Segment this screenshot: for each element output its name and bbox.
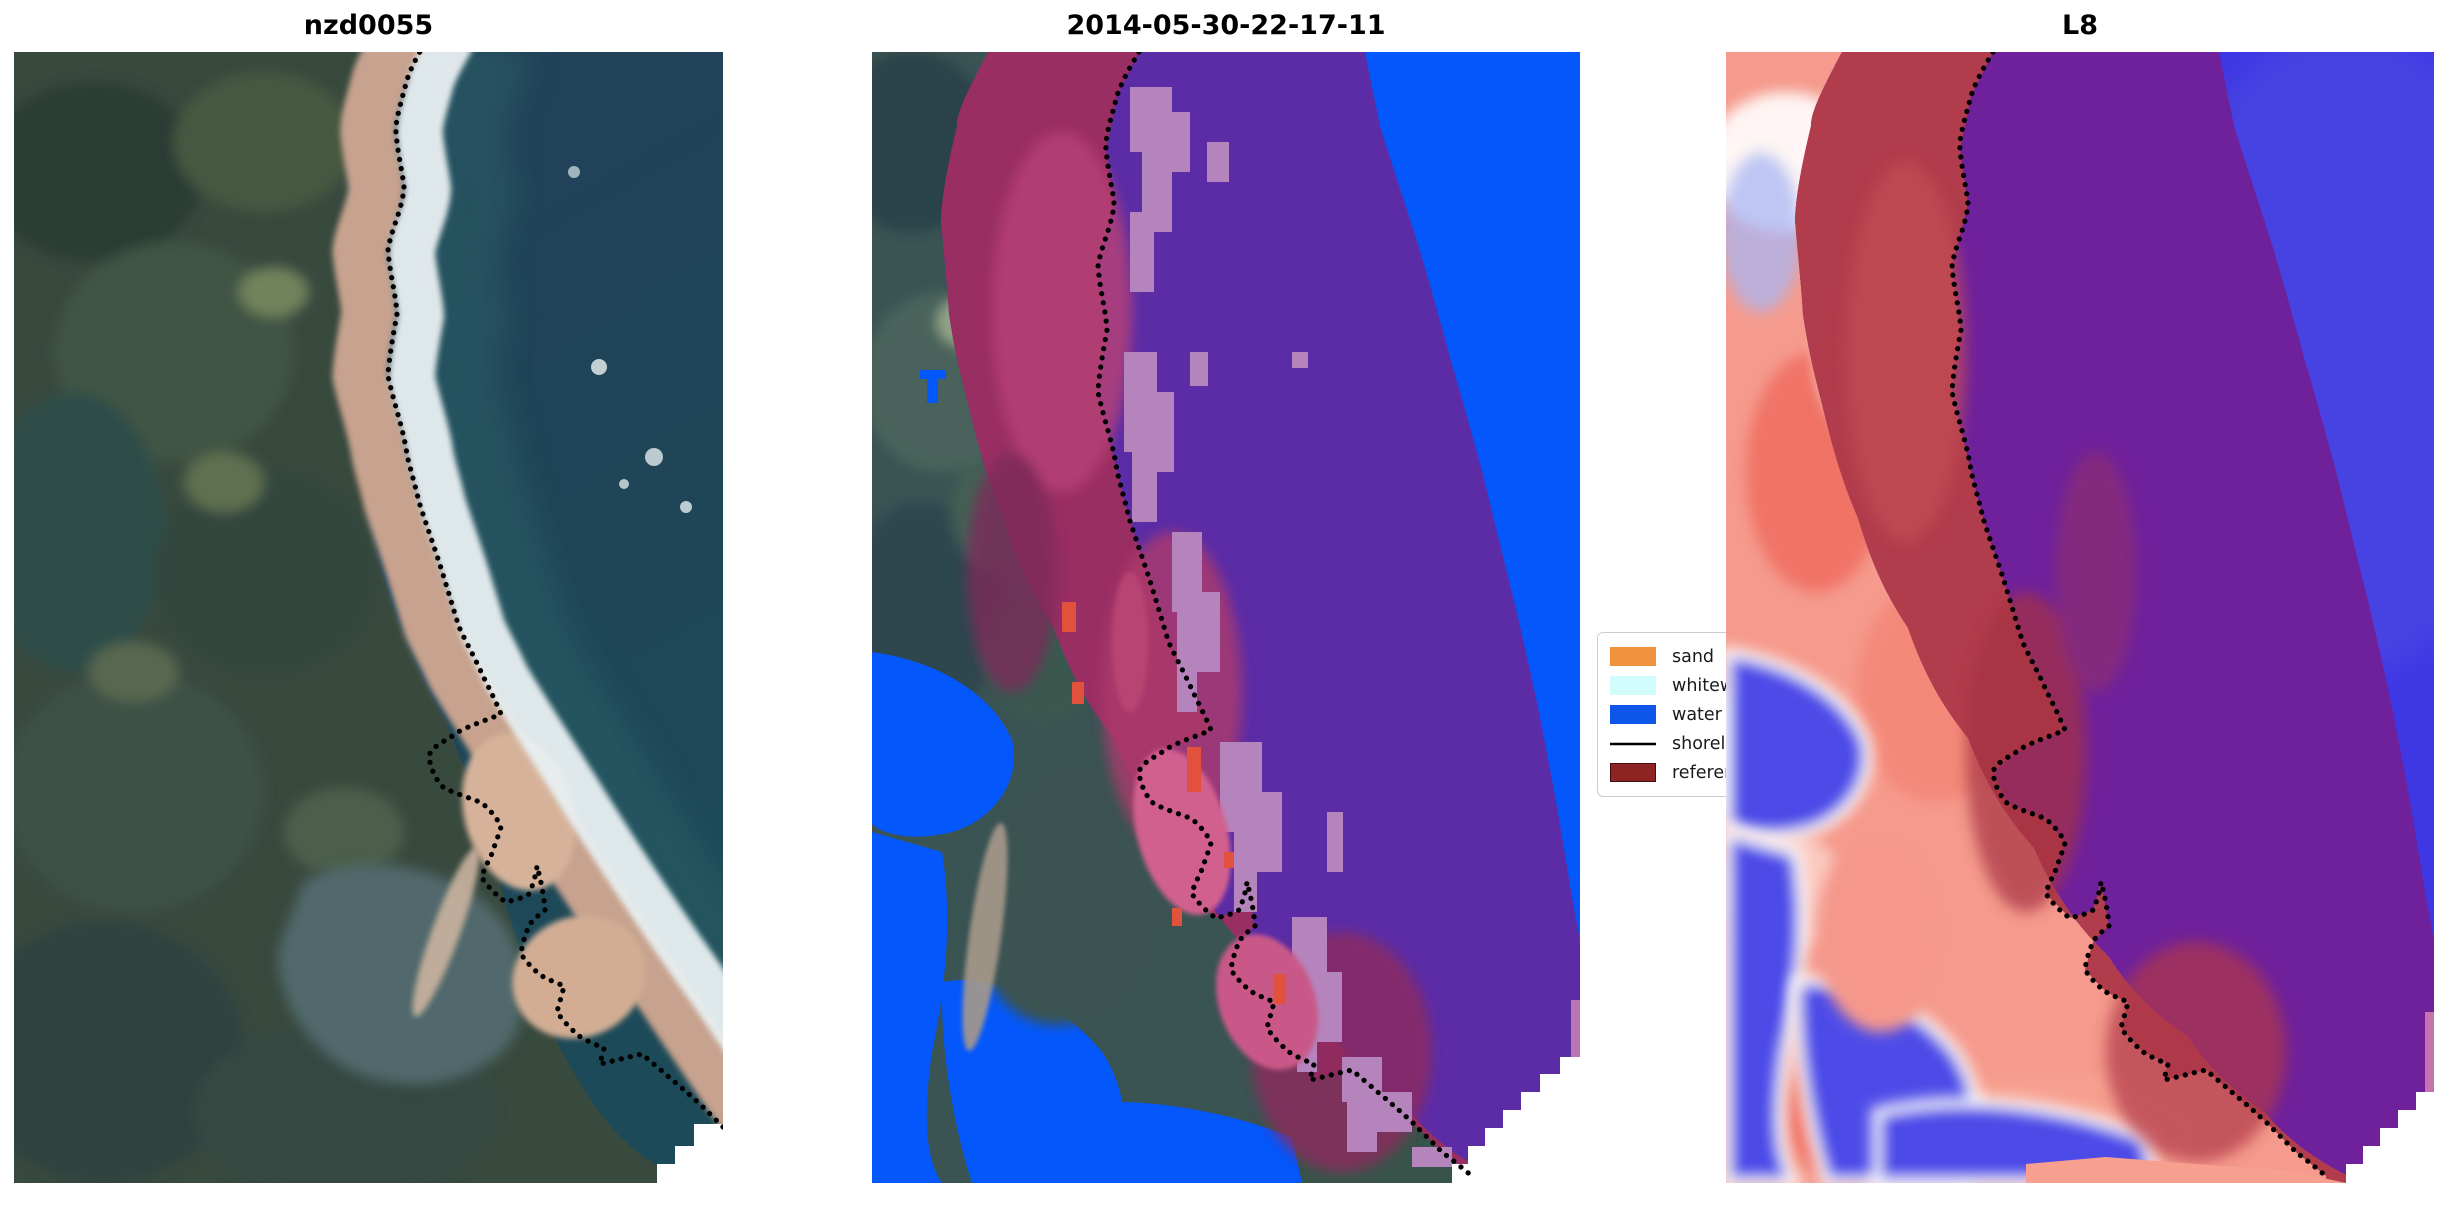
- sand-lobe-2: [512, 915, 646, 1039]
- l8-heatmap-image: [1726, 52, 2434, 1183]
- panel-title-right: L8: [2062, 10, 2098, 41]
- legend-label: water: [1672, 704, 1722, 725]
- sand-band: [332, 52, 723, 1132]
- sand-swatch: [1610, 647, 1656, 666]
- shoreline-dotted-line: [1949, 52, 2329, 1179]
- image-edge-strip: [1571, 1000, 1580, 1060]
- classification-image: [872, 52, 1580, 1183]
- lagoon-blue-blobs: [1726, 647, 2161, 1183]
- nearshore-glow: [412, 52, 723, 1030]
- image-edge-cut: [2346, 1092, 2434, 1183]
- whitewater-swatch: [1610, 676, 1656, 695]
- image-edge-cut: [657, 1124, 723, 1183]
- legend-item-water: water: [1610, 700, 1834, 729]
- rgb-image: [14, 52, 723, 1183]
- shoreline-line-swatch: [1610, 742, 1656, 746]
- sandbar: [412, 847, 480, 1017]
- panel-l8-heatmap: [1726, 52, 2434, 1183]
- shoreline-dotted-line: [385, 52, 723, 1131]
- sand-class-patches: [1062, 572, 1319, 1070]
- image-edge-cut: [1452, 1057, 1580, 1183]
- legend-label: sand: [1672, 646, 1715, 667]
- surf-band: [388, 52, 723, 1050]
- panel-title-middle: 2014-05-30-22-17-11: [1066, 10, 1386, 41]
- reference-shoreline-swatch: [1610, 763, 1656, 782]
- shoreline-dotted-line: [1095, 52, 1475, 1179]
- panel-title-left: nzd0055: [303, 10, 434, 41]
- reference-buffer-shading: [1846, 162, 2286, 1162]
- lagoon-island: [974, 769, 1170, 1025]
- lagoon-water-class: [872, 370, 1302, 1183]
- panel-rgb-image: [14, 52, 723, 1183]
- image-edge-strip: [2425, 1012, 2434, 1147]
- whitewater-class-patches: [1124, 87, 1452, 1167]
- bottom-fringe: [2026, 1157, 2346, 1183]
- foam-rocks: [568, 166, 692, 513]
- legend-item-sand: sand: [1610, 642, 1834, 671]
- water-swatch: [1610, 705, 1656, 724]
- panel-classification-image: [872, 52, 1580, 1183]
- sandbar: [962, 823, 1008, 1051]
